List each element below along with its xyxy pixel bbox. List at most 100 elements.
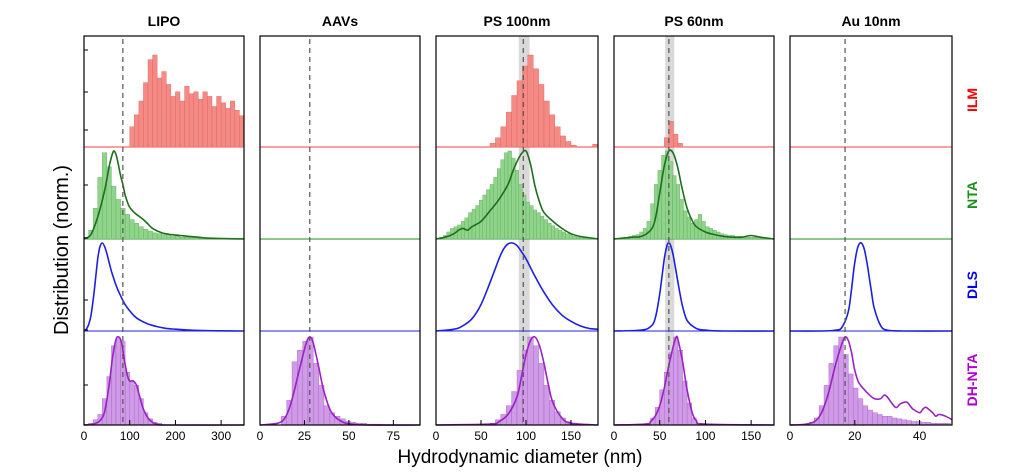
nta-bar [156,233,162,240]
nta-bar [565,233,570,240]
nta-bar [558,229,563,240]
ilm-bar [565,141,572,148]
ilm-bar [134,114,140,148]
x-tick-label: 40 [913,429,927,443]
x-axis-label: Hydrodynamic diameter (nm) [398,447,643,468]
dh-nta-bar [882,416,888,426]
dh-nta-bar [857,398,864,426]
ilm-bar [170,96,176,148]
ilm-bar [175,91,181,148]
row-label-dh-nta: DH-NTA [964,354,980,407]
dh-nta-curve [83,335,245,426]
ilm-bar [664,137,670,148]
nta-bar [489,184,494,240]
ilm-bar [570,144,577,148]
ilm-bar [554,126,561,148]
panel-frame [613,35,775,426]
row-label-dls: DLS [964,271,980,299]
dh-nta-bar [896,418,902,426]
nta-bar [471,208,476,240]
panel-ps-60nm: PS 60nm 0 50 100 150 [611,13,775,443]
nta-bar [561,231,566,240]
nta-bar [756,237,761,240]
nta-bar [507,150,512,240]
nta-bar [166,235,172,240]
panel-title: AAVs [322,13,359,29]
dh-nta-bar [872,412,878,426]
x-tick-label: 75 [387,429,401,443]
dh-nta-curve [435,335,599,426]
nta-bar [551,225,556,240]
nta-bar [547,222,552,240]
panel-title: LIPO [148,13,181,29]
dh-nta-curve [613,335,775,426]
dh-nta-bar [533,345,539,426]
ilm-bar [184,86,190,148]
nta-bar [504,152,509,240]
nta-curve [435,149,599,240]
nta-bar [543,219,548,240]
panel-au-10nm: Au 10nm 0 20 40 [787,13,953,443]
x-tick-label: 50 [653,429,667,443]
nta-bar [457,224,462,240]
x-tick-label: 0 [433,429,440,443]
nta-bar [161,234,167,240]
ilm-bar [207,96,213,148]
nta-bar [679,199,684,240]
ilm-bar [234,109,240,148]
dh-nta-bar [887,416,893,426]
x-tick-label: 0 [611,429,618,443]
nta-bar [134,222,140,240]
x-tick-label: 100 [516,429,536,443]
dh-nta-bar [877,414,883,426]
nta-bar [650,203,655,240]
dh-nta-bar [313,363,319,426]
panel-lipo: LIPO 0 100 200 300 [81,13,245,443]
dh-nta-bar [538,363,545,426]
nta-bar [697,214,702,240]
ilm-bar [156,77,162,148]
x-tick-label: 100 [120,429,140,443]
dh-nta-bar [115,338,121,426]
ilm-bar [129,126,135,148]
nta-bar [686,216,692,240]
ilm-bar [516,80,523,148]
dh-nta-bar [891,417,898,426]
panel-frame [789,35,953,426]
ilm-bar [677,143,683,148]
nta-bar [525,201,530,240]
nta-bar [129,219,135,240]
nta-bar [147,230,153,240]
ilm-bar [239,115,245,148]
nta-bar [179,237,185,240]
dh-nta-bar [527,336,534,426]
ilm-bar [211,106,217,148]
ilm-bar [188,93,194,148]
ilm-bar [161,71,167,148]
ilm-bar [230,100,236,148]
x-tick-label: 100 [695,429,715,443]
ilm-bar [511,95,518,148]
dh-nta-bar [843,354,849,426]
x-tick-label: 50 [474,429,488,443]
x-tick-label: 20 [848,429,862,443]
x-tick-label: 200 [165,429,185,443]
dls-curve [789,242,953,332]
nta-curve [613,149,775,240]
nta-bar [576,237,581,240]
ilm-bar [560,135,566,148]
nta-bar [672,175,677,240]
ilm-bar [538,84,545,148]
panel-frame [435,35,599,426]
nta-bar [518,184,523,240]
ilm-bar [543,100,550,148]
x-tick-label: 150 [561,429,581,443]
ilm-bar [198,98,204,148]
nta-curve [83,150,245,240]
dh-nta-curve [789,336,953,426]
nta-bar [540,215,545,240]
nta-bar [464,217,469,240]
ilm-bar [549,114,556,148]
nta-bar [675,184,681,240]
